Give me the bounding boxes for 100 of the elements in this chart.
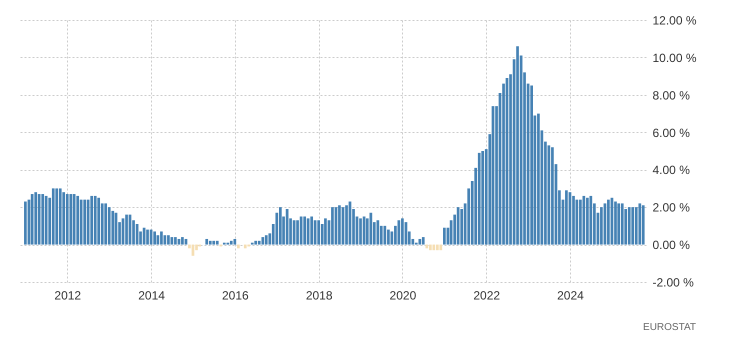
bar (589, 196, 592, 245)
bar (338, 205, 341, 245)
bar (41, 194, 44, 245)
bar (205, 238, 208, 245)
bar (178, 238, 180, 245)
bar (582, 196, 586, 245)
x-tick-label: 2016 (222, 288, 249, 302)
bar (614, 202, 617, 245)
bar (579, 200, 582, 245)
bar (296, 220, 299, 245)
text: EUROSTAT (643, 322, 696, 333)
bar (24, 202, 27, 245)
bar (418, 238, 422, 245)
bar (97, 198, 100, 245)
bar (600, 207, 603, 245)
bar (348, 202, 352, 245)
bar (44, 196, 48, 245)
bar (387, 230, 390, 245)
bar (114, 212, 118, 245)
x-tick-label: 2012 (54, 288, 82, 302)
bar (331, 207, 334, 245)
x-tick-label: 2022 (473, 288, 500, 302)
y-tick-label: 6.00 % (652, 126, 690, 140)
bar (62, 192, 66, 245)
bar (94, 196, 97, 245)
bar (565, 190, 568, 245)
bar (432, 244, 436, 250)
x-tick-label: 2024 (557, 288, 584, 302)
bar (104, 203, 108, 245)
bar (128, 214, 132, 245)
bar (153, 231, 156, 245)
bar (439, 244, 442, 250)
bar (568, 192, 572, 245)
bar (170, 237, 174, 245)
bar (575, 200, 578, 245)
bar (572, 196, 575, 245)
bar (310, 216, 314, 245)
bar (628, 207, 631, 245)
bar (55, 188, 58, 245)
bar (146, 230, 149, 245)
bar (404, 222, 408, 245)
bar (642, 205, 645, 245)
bar (83, 200, 86, 245)
bar (142, 228, 146, 245)
bar (607, 200, 610, 245)
bar (586, 198, 589, 245)
y-tick-label: 12.00 % (652, 14, 697, 28)
bar (481, 151, 484, 245)
bar (425, 244, 428, 248)
bar (76, 196, 80, 245)
bar (34, 192, 38, 245)
bar (610, 198, 614, 245)
bar (516, 46, 519, 245)
bar (492, 106, 494, 245)
bar (429, 244, 432, 250)
bar (537, 114, 540, 245)
bar (111, 210, 114, 245)
bar (436, 244, 439, 250)
bar (174, 237, 177, 245)
y-tick-label: -2.00 % (652, 276, 694, 290)
bar (237, 244, 240, 248)
bar (156, 235, 160, 245)
bar (359, 218, 362, 245)
bar (264, 235, 268, 245)
bar (300, 216, 302, 245)
bar (456, 207, 460, 245)
bar (634, 207, 638, 245)
bar (184, 238, 188, 245)
bar (317, 220, 320, 245)
bar (383, 226, 386, 245)
bar (164, 235, 166, 245)
bar (478, 152, 481, 245)
x-tick-label: 2014 (138, 288, 166, 302)
bar (279, 207, 282, 245)
bar (66, 194, 69, 245)
y-tick-label: 8.00 % (652, 88, 690, 102)
bar (638, 203, 642, 245)
bar (181, 237, 184, 245)
y-tick-label: 4.00 % (652, 163, 690, 178)
bar (551, 147, 554, 245)
bar (167, 235, 170, 245)
bar (631, 207, 634, 245)
bar (362, 216, 366, 245)
bar (72, 194, 76, 245)
bar (261, 237, 264, 245)
bar (30, 194, 34, 245)
bar (370, 212, 372, 245)
y-tick-label: 10.00 % (652, 50, 697, 65)
bar (604, 203, 606, 245)
bar (192, 244, 194, 256)
bar (443, 228, 446, 245)
bar (233, 238, 236, 245)
bar (69, 194, 72, 245)
y-tick-label: 0.00 % (652, 238, 690, 252)
bar (548, 145, 550, 245)
bar (345, 205, 348, 245)
bar (376, 220, 380, 245)
bar (90, 196, 94, 245)
bar (401, 218, 404, 245)
bar (244, 244, 247, 248)
